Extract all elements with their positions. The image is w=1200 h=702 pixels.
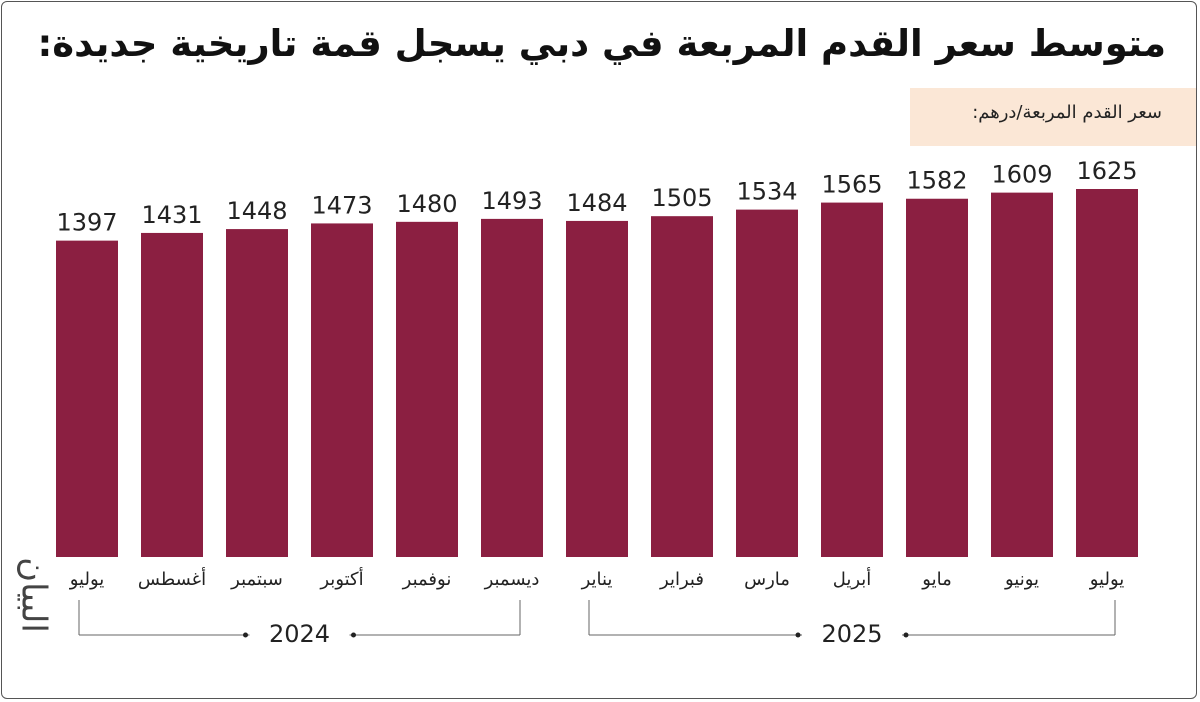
value-label: 1609	[991, 161, 1052, 189]
bar	[736, 209, 798, 557]
bar	[821, 202, 883, 557]
value-label: 1565	[821, 171, 882, 199]
x-tick-label: مارس	[744, 569, 790, 590]
x-tick-label: يونيو	[1004, 569, 1039, 590]
x-tick-label: أبريل	[833, 567, 872, 590]
bar	[906, 198, 968, 557]
value-label: 1448	[226, 197, 287, 225]
bracket-dot	[243, 632, 248, 638]
value-label: 1397	[56, 209, 117, 237]
x-tick-label: مايو	[921, 569, 951, 590]
bar	[141, 232, 203, 557]
x-tick-label: ديسمبر	[484, 569, 540, 590]
x-tick-label: يوليو	[69, 569, 105, 590]
x-tick-label: نوفمبر	[402, 569, 452, 590]
bar	[56, 240, 118, 557]
x-tick-label: فبراير	[659, 569, 704, 590]
bar	[481, 218, 543, 557]
bracket-dot	[351, 632, 356, 638]
logo: البيان	[14, 557, 54, 633]
value-label: 1480	[396, 190, 457, 218]
x-tick-label: يوليو	[1089, 569, 1125, 590]
value-label: 1473	[311, 191, 372, 219]
bar	[1076, 189, 1138, 557]
value-label: 1625	[1076, 157, 1137, 185]
bracket-dot	[903, 632, 909, 638]
bracket-dot	[795, 632, 801, 638]
bar	[311, 223, 373, 557]
value-label: 1534	[736, 178, 797, 206]
chart-title: متوسط سعر القدم المربعة في دبي يسجل قمة …	[37, 22, 1166, 65]
value-label: 1505	[651, 184, 712, 212]
bar	[396, 221, 458, 558]
value-label: 1582	[906, 167, 967, 195]
x-tick-label: سبتمبر	[230, 569, 283, 590]
bar	[651, 216, 713, 557]
value-label: 1493	[481, 187, 542, 215]
x-tick-label: يناير	[581, 569, 613, 590]
bar	[226, 229, 288, 558]
year-label: 2025	[821, 620, 882, 648]
chart-subtitle: سعر القدم المربعة/درهم:	[910, 88, 1196, 146]
value-label: 1431	[141, 201, 202, 229]
bar	[991, 192, 1053, 557]
x-tick-label: أكتوبر	[319, 567, 363, 590]
x-tick-label: أغسطس	[138, 567, 206, 590]
bar	[566, 220, 628, 557]
value-label: 1484	[566, 189, 627, 217]
year-label: 2024	[269, 620, 330, 648]
